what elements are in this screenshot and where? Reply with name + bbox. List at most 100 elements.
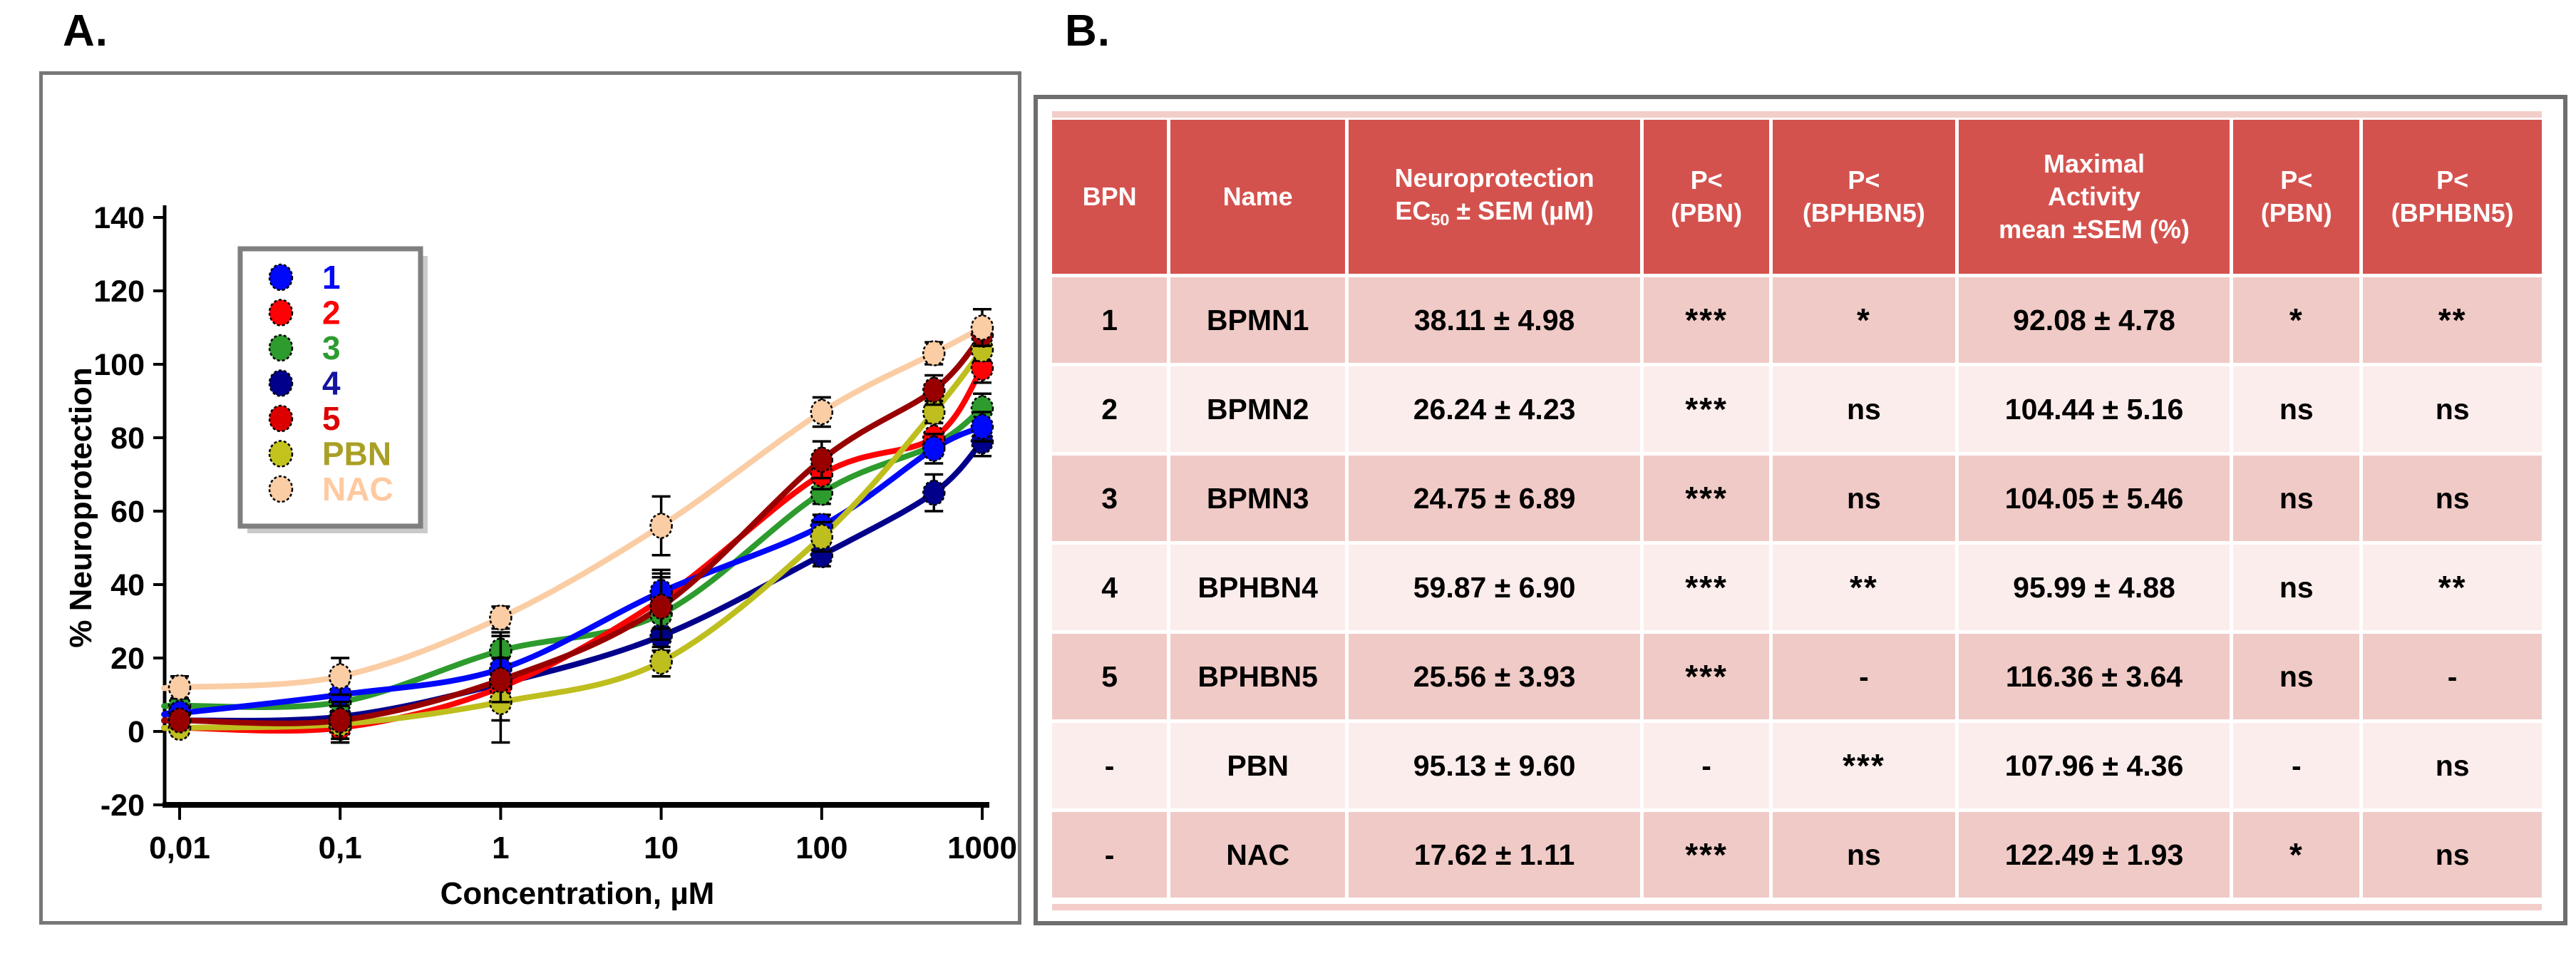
table-cell-r1-c6: * (2233, 277, 2360, 363)
table-cell-r6-c4: *** (1773, 723, 1955, 808)
table-cell-r4-c4: ** (1773, 545, 1955, 630)
y-tick-label: 20 (110, 642, 145, 676)
table-cell-r6-c1: PBN (1170, 723, 1346, 808)
table-cell-r2-c3: *** (1644, 366, 1770, 452)
curve-1 (161, 423, 985, 718)
legend-label-5: 5 (322, 400, 341, 437)
curve-5 (161, 331, 985, 726)
data-point-NAC (922, 340, 946, 366)
table-cell-r4-c5: 95.99 ± 4.88 (1958, 545, 2230, 630)
data-point-PBN (922, 399, 946, 426)
table-cell-r1-c1: BPMN1 (1170, 277, 1346, 363)
table-cell-r2-c0: 2 (1052, 366, 1168, 452)
dose-response-panel: 140 120 100 80 60 40 20 0 -20 0,01 0,1 1 10 100 1000 Co… (39, 71, 1021, 925)
table-top-strip (1052, 111, 2542, 118)
data-point-5 (489, 667, 512, 694)
table-cell-r5-c6: ns (2233, 634, 2360, 719)
data-point-5 (328, 707, 352, 734)
table-cell-r4-c7: ** (2363, 545, 2542, 630)
data-point-3 (810, 480, 834, 506)
x-tick-label: 100 (795, 831, 847, 865)
table-cell-r6-c6: - (2233, 723, 2360, 808)
table-cell-r2-c6: ns (2233, 366, 2360, 452)
y-tick-label: 100 (93, 348, 145, 382)
data-point-NAC (168, 674, 192, 701)
data-point-2 (970, 354, 994, 381)
table-cell-r2-c5: 104.44 ± 5.16 (1958, 366, 2230, 452)
series-curves (161, 324, 985, 734)
legend-marker-3 (268, 334, 294, 362)
legend-label-2: 2 (322, 294, 341, 331)
column-header-2: Neuroprotection EC50 ± SEM (µM) (1349, 120, 1641, 274)
x-tick-label: 0,1 (319, 831, 362, 865)
data-point-NAC (649, 513, 673, 539)
table-cell-r6-c0: - (1052, 723, 1168, 808)
table-cell-r4-c3: *** (1644, 545, 1770, 630)
y-tick-label: 40 (110, 568, 145, 602)
data-point-NAC (489, 605, 512, 631)
legend-marker-2 (268, 299, 294, 327)
y-tick-label: 60 (110, 495, 145, 529)
table-cell-r6-c5: 107.96 ± 4.36 (1958, 723, 2230, 808)
table-cell-r2-c7: ns (2363, 366, 2542, 452)
table-cell-r3-c7: ns (2363, 456, 2542, 541)
table-cell-r5-c3: *** (1644, 634, 1770, 719)
table-cell-r3-c4: ns (1773, 456, 1955, 541)
results-panel: BPN Name Neuroprotection EC50 ± SEM (µM) P<(… (1034, 95, 2567, 925)
data-point-5 (810, 446, 834, 473)
column-header-4: P< (BPHBN5) (1773, 120, 1955, 274)
table-cell-r4-c0: 4 (1052, 545, 1168, 630)
results-table: BPN Name Neuroprotection EC50 ± SEM (µM) P<(… (1052, 120, 2542, 898)
dose-response-chart: 140 120 100 80 60 40 20 0 -200,01 0,1 1 10 100 1000 Co… (63, 201, 1017, 911)
table-cell-r1-c4: * (1773, 277, 1955, 363)
table-cell-r3-c2: 24.75 ± 6.89 (1349, 456, 1641, 541)
table-cell-r3-c6: ns (2233, 456, 2360, 541)
table-cell-r5-c7: - (2363, 634, 2542, 719)
data-point-NAC (810, 399, 834, 426)
curve-PBN (161, 346, 985, 731)
table-cell-r7-c0: - (1052, 812, 1168, 898)
data-point-5 (922, 376, 946, 404)
y-tick-label: 0 (128, 715, 145, 749)
table-cell-r5-c4: - (1773, 634, 1955, 719)
table-cell-r3-c0: 3 (1052, 456, 1168, 541)
data-point-5 (649, 593, 673, 620)
table-cell-r3-c3: *** (1644, 456, 1770, 541)
data-point-PBN (649, 648, 673, 675)
legend-label-NAC: NAC (322, 471, 393, 508)
table-cell-r5-c0: 5 (1052, 634, 1168, 719)
table-cell-r7-c5: 122.49 ± 1.93 (1958, 812, 2230, 898)
table-cell-r7-c2: 17.62 ± 1.11 (1349, 812, 1641, 898)
data-point-NAC (970, 314, 994, 341)
y-tick-label: 80 (110, 421, 145, 456)
table-cell-r1-c3: *** (1644, 277, 1770, 363)
x-tick-label: 1 (492, 831, 509, 865)
table-cell-r2-c1: BPMN2 (1170, 366, 1346, 452)
data-point-1 (970, 413, 994, 440)
data-point-5 (168, 707, 192, 734)
y-tick-label: -20 (101, 788, 145, 823)
table-cell-r5-c2: 25.56 ± 3.93 (1349, 634, 1641, 719)
table-cell-r5-c5: 116.36 ± 3.64 (1958, 634, 2230, 719)
table-cell-r5-c1: BPHBN5 (1170, 634, 1346, 719)
legend-label-4: 4 (322, 365, 341, 402)
table-cell-r4-c2: 59.87 ± 6.90 (1349, 545, 1641, 630)
column-header-1: Name (1170, 120, 1346, 274)
table-bottom-strip (1052, 904, 2542, 910)
table-cell-r4-c1: BPHBN4 (1170, 545, 1346, 630)
axes: 140 120 100 80 60 40 20 0 -200,01 0,1 1 10 100 1000 Co… (63, 201, 1017, 911)
x-axis-title: Concentration, µM (441, 876, 715, 911)
table-cell-r7-c1: NAC (1170, 812, 1346, 898)
data-point-NAC (328, 663, 352, 689)
y-axis-title: % Neuroprotection (63, 367, 98, 648)
table-cell-r7-c4: ns (1773, 812, 1955, 898)
column-header-6: P< (PBN) (2233, 120, 2360, 274)
series-points (168, 308, 994, 744)
x-tick-label: 0,01 (149, 831, 210, 865)
y-tick-label: 120 (93, 274, 145, 309)
column-header-5: Maximal Activity mean ±SEM (%) (1958, 120, 2230, 274)
table-cell-r6-c7: ns (2363, 723, 2542, 808)
panel-a-label: A. (63, 6, 108, 56)
table-cell-r2-c2: 26.24 ± 4.23 (1349, 366, 1641, 452)
legend-marker-4 (268, 369, 294, 397)
